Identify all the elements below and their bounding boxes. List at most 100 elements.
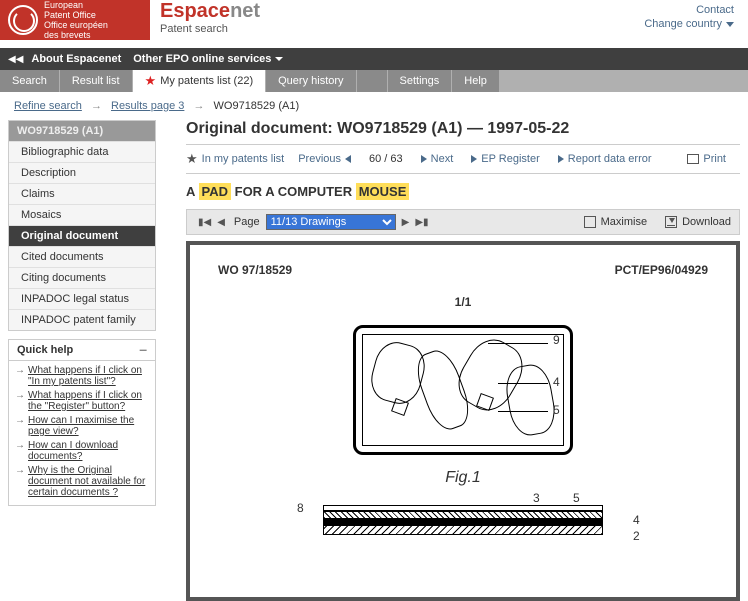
maximise-button[interactable]: Maximise <box>584 216 647 228</box>
document-viewer: WO 97/18529 PCT/EP96/04929 1/1 <box>186 241 740 601</box>
content: Original document: WO9718529 (A1) — 1997… <box>156 120 740 601</box>
breadcrumb: Refine search → Results page 3 → WO97185… <box>0 92 748 120</box>
quickhelp-item[interactable]: →How can I download documents? <box>15 440 149 462</box>
brand-part1: Espace <box>160 0 230 22</box>
sidebar-item-cited-documents[interactable]: Cited documents <box>9 246 155 267</box>
result-counter: 60 / 63 <box>369 153 403 165</box>
sidebar-item-inpadoc-legal-status[interactable]: INPADOC legal status <box>9 288 155 309</box>
triangle-left-icon <box>345 155 351 163</box>
download-button[interactable]: Download <box>665 216 731 228</box>
org-line4: des brevets <box>44 30 108 40</box>
in-my-patents-toggle[interactable]: ★In my patents list <box>186 151 284 167</box>
tab-help[interactable]: Help <box>452 70 499 92</box>
sidebar-item-description[interactable]: Description <box>9 162 155 183</box>
tab-query-history[interactable]: Query history <box>266 70 355 92</box>
ref-label: 9 <box>553 333 560 347</box>
brand-subtitle: Patent search <box>160 23 644 35</box>
report-error-button[interactable]: Report data error <box>554 153 652 165</box>
viewer-page-num: 1/1 <box>218 295 708 309</box>
quickhelp-list: →What happens if I click on "In my paten… <box>8 361 156 506</box>
sidebar: WO9718529 (A1) Bibliographic dataDescrip… <box>8 120 156 601</box>
about-link[interactable]: About Espacenet <box>31 53 121 65</box>
sidebar-item-claims[interactable]: Claims <box>9 183 155 204</box>
epo-logo: European Patent Office Office européen d… <box>0 0 150 40</box>
ep-register-button[interactable]: EP Register <box>467 153 540 165</box>
ref-label: 2 <box>633 529 640 543</box>
patent-figure-cross-section: 83542 <box>303 495 623 545</box>
sidebar-item-citing-documents[interactable]: Citing documents <box>9 267 155 288</box>
ref-label: 3 <box>533 491 540 505</box>
other-services-link[interactable]: Other EPO online services <box>133 53 283 65</box>
patent-figure-1: 9 4 5 <box>283 325 643 455</box>
document-nav: ▮◀ ◀ Page 11/13 Drawings ▶ ▶▮ Maximise D… <box>186 209 740 235</box>
darkbar: ◀◀ About Espacenet Other EPO online serv… <box>0 48 748 70</box>
quickhelp-item[interactable]: →Why is the Original document not availa… <box>15 465 149 498</box>
arrow-right-icon: → <box>15 415 25 437</box>
document-title: Original document: WO9718529 (A1) — 1997… <box>186 120 740 144</box>
print-icon <box>687 154 699 164</box>
tab-search[interactable]: Search <box>0 70 59 92</box>
ref-label: 5 <box>573 491 580 505</box>
org-line1: European <box>44 0 108 10</box>
tab-settings[interactable]: Settings <box>388 70 452 92</box>
prev-page-button[interactable]: ◀ <box>217 217 225 228</box>
ref-label: 5 <box>553 403 560 417</box>
logo-swirl-icon <box>8 5 38 35</box>
next-button[interactable]: Next <box>417 153 454 165</box>
quickhelp-item[interactable]: →How can I maximise the page view? <box>15 415 149 437</box>
sidebar-item-mosaics[interactable]: Mosaics <box>9 204 155 225</box>
sidebar-doc-header: WO9718529 (A1) <box>9 121 155 141</box>
prev-button[interactable]: Previous <box>298 153 355 165</box>
contact-link[interactable]: Contact <box>644 4 734 16</box>
sidebar-item-inpadoc-patent-family[interactable]: INPADOC patent family <box>9 309 155 330</box>
triangle-right-icon <box>471 155 477 163</box>
arrow-right-icon: → <box>193 100 204 112</box>
crumb-results[interactable]: Results page 3 <box>111 100 184 112</box>
brand: Espacenet Patent search <box>150 0 644 35</box>
viewer-doc-id: WO 97/18529 <box>218 263 292 277</box>
crumb-refine[interactable]: Refine search <box>14 100 82 112</box>
tab-my-patents[interactable]: ★My patents list (22) <box>133 70 266 92</box>
triangle-right-icon <box>558 155 564 163</box>
page-select[interactable]: 11/13 Drawings <box>266 214 396 230</box>
print-button[interactable]: Print <box>687 153 726 165</box>
star-icon: ★ <box>186 151 198 167</box>
arrow-right-icon: → <box>15 390 25 412</box>
header: European Patent Office Office européen d… <box>0 0 748 40</box>
tab-spacer <box>357 70 387 92</box>
quickhelp-item[interactable]: →What happens if I click on "In my paten… <box>15 365 149 387</box>
header-right: Contact Change country <box>644 0 748 32</box>
highlight-pad: PAD <box>199 183 231 200</box>
org-line2: Patent Office <box>44 10 108 20</box>
last-page-button[interactable]: ▶▮ <box>415 217 428 228</box>
star-icon: ★ <box>145 73 157 89</box>
tabbar: Search Result list ★My patents list (22)… <box>0 70 748 92</box>
crumb-current: WO9718529 (A1) <box>214 100 300 112</box>
maximise-icon <box>584 216 596 228</box>
quickhelp-header[interactable]: Quick help – <box>8 339 156 361</box>
viewer-pct-id: PCT/EP96/04929 <box>615 263 708 277</box>
change-country-link[interactable]: Change country <box>644 18 734 30</box>
chevron-down-icon <box>726 22 734 27</box>
download-icon <box>665 216 677 228</box>
chevron-left-icon[interactable]: ◀◀ <box>8 54 23 65</box>
ref-label: 4 <box>633 513 640 527</box>
arrow-right-icon: → <box>15 440 25 462</box>
collapse-icon[interactable]: – <box>139 344 147 356</box>
page-label: Page <box>234 216 260 228</box>
quickhelp-item[interactable]: →What happens if I click on the "Registe… <box>15 390 149 412</box>
highlight-mouse: MOUSE <box>356 183 410 200</box>
arrow-right-icon: → <box>91 100 102 112</box>
sidebar-item-original-document[interactable]: Original document <box>9 225 155 246</box>
sidebar-item-bibliographic-data[interactable]: Bibliographic data <box>9 141 155 162</box>
main: WO9718529 (A1) Bibliographic dataDescrip… <box>0 120 748 601</box>
tab-result-list[interactable]: Result list <box>60 70 132 92</box>
chevron-down-icon <box>275 57 283 61</box>
arrow-right-icon: → <box>15 465 25 498</box>
ref-label: 4 <box>553 375 560 389</box>
org-line3: Office européen <box>44 20 108 30</box>
triangle-right-icon <box>421 155 427 163</box>
first-page-button[interactable]: ▮◀ <box>198 217 211 228</box>
doc-nav-block: WO9718529 (A1) Bibliographic dataDescrip… <box>8 120 156 331</box>
next-page-button[interactable]: ▶ <box>402 217 410 228</box>
